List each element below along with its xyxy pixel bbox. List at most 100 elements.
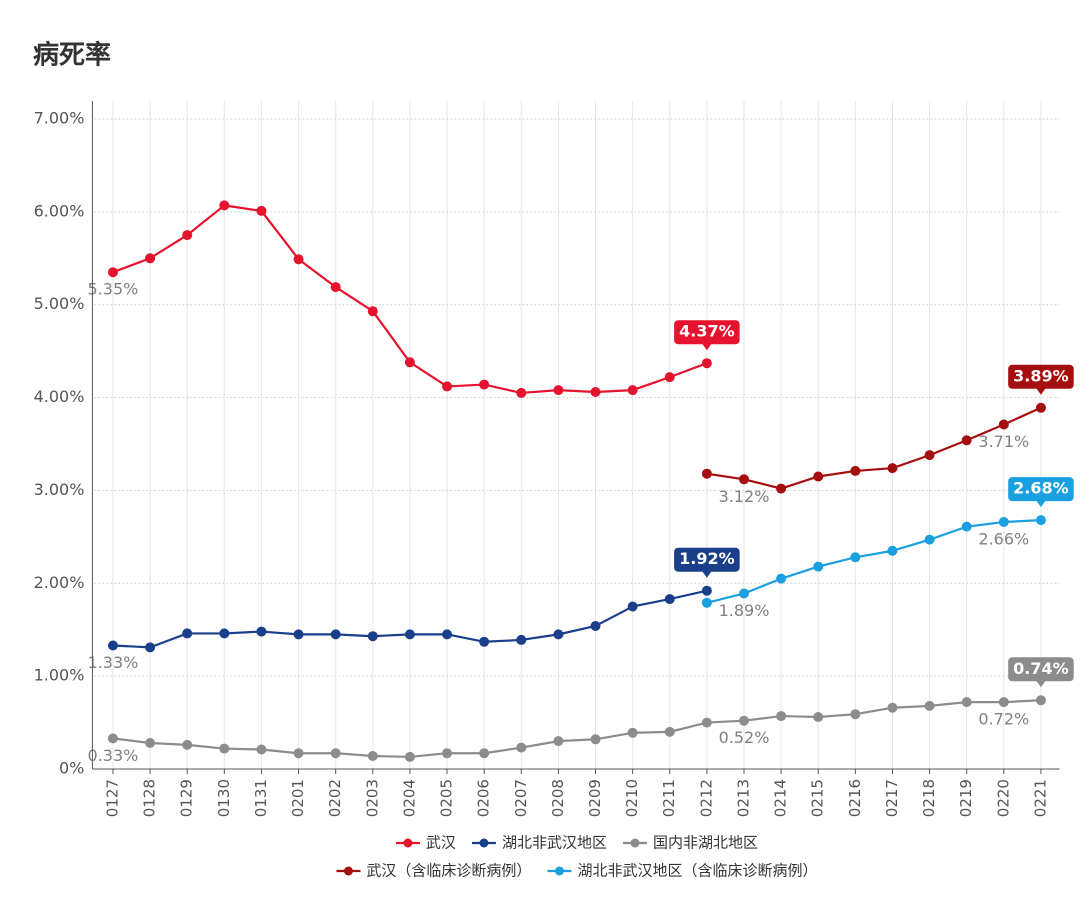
data-point — [367, 751, 378, 761]
data-point — [1035, 402, 1046, 413]
data-point — [998, 697, 1009, 708]
data-point — [145, 738, 156, 748]
x-tick-label: 0207 — [512, 779, 530, 817]
x-tick-label: 0201 — [289, 779, 307, 817]
data-label: 0.52% — [719, 728, 770, 747]
data-point — [516, 634, 527, 645]
data-point — [516, 742, 527, 753]
x-tick-label: 0131 — [252, 779, 270, 817]
data-point — [961, 697, 972, 708]
legend-swatch — [343, 866, 353, 876]
series-line — [706, 406, 1042, 490]
data-point — [701, 717, 712, 728]
data-label: 0.74% — [1013, 659, 1069, 678]
x-tick-label: 0202 — [326, 779, 344, 817]
data-point — [442, 748, 453, 759]
data-point — [107, 733, 118, 744]
data-point — [404, 751, 415, 762]
x-tick-label: 0220 — [994, 779, 1012, 817]
x-tick-label: 0129 — [178, 779, 196, 817]
callout-box — [1008, 477, 1074, 502]
x-tick-label: 0211 — [660, 779, 678, 817]
data-point — [219, 628, 230, 639]
data-point — [404, 629, 415, 640]
data-point — [590, 387, 601, 397]
x-tick-label: 0216 — [846, 779, 864, 817]
data-point — [553, 385, 564, 396]
y-tick-label: 7.00% — [34, 109, 85, 128]
data-point — [701, 468, 712, 479]
data-point — [924, 534, 935, 545]
legend-label: 国内非湖北地区 — [653, 834, 758, 852]
x-tick-label: 0221 — [1031, 779, 1049, 817]
data-point — [813, 471, 824, 482]
data-label: 2.66% — [978, 530, 1029, 549]
data-label: 0.33% — [88, 746, 139, 765]
callout: 0.74% — [1008, 657, 1074, 688]
data-point — [479, 748, 490, 759]
callout: 1.92% — [674, 547, 740, 578]
data-point — [553, 629, 564, 640]
data-point — [627, 727, 638, 738]
data-point — [776, 573, 787, 584]
x-tick-label: 0214 — [772, 779, 790, 817]
data-point — [107, 640, 118, 651]
data-point — [404, 357, 415, 368]
data-label: 1.33% — [88, 653, 139, 672]
data-point — [664, 372, 675, 383]
chart-title: 病死率 — [33, 40, 111, 71]
data-point — [664, 726, 675, 737]
data-label: 5.35% — [88, 280, 139, 299]
callout-box — [674, 547, 740, 572]
data-point — [293, 629, 304, 640]
data-point — [776, 483, 787, 494]
x-tick-label: 0219 — [957, 779, 975, 817]
y-tick-label: 0% — [59, 759, 84, 778]
data-point — [219, 200, 230, 211]
data-point — [998, 517, 1009, 527]
data-label: 2.68% — [1013, 479, 1069, 498]
data-label: 3.89% — [1013, 366, 1069, 385]
legend-label: 武汉 — [426, 834, 456, 852]
callout-box — [674, 320, 740, 345]
data-point — [924, 450, 935, 461]
data-point — [590, 621, 601, 631]
data-point — [145, 642, 156, 653]
x-tick-label: 0213 — [734, 779, 752, 817]
legend-label: 湖北非武汉地区（含临床诊断病例） — [577, 862, 817, 880]
data-point — [256, 744, 267, 755]
legend-swatch — [403, 838, 413, 848]
data-label: 3.12% — [719, 487, 770, 506]
callout: 4.37% — [674, 320, 740, 351]
data-point — [961, 521, 972, 532]
data-point — [219, 743, 230, 754]
data-point — [701, 585, 712, 596]
data-point — [1035, 695, 1046, 706]
data-point — [924, 700, 935, 711]
data-point — [330, 629, 341, 640]
data-point — [887, 463, 898, 474]
data-point — [330, 748, 341, 759]
x-tick-label: 0130 — [215, 779, 233, 817]
x-tick-label: 0210 — [623, 779, 641, 817]
data-point — [442, 381, 453, 392]
x-tick-label: 0204 — [400, 779, 418, 817]
data-point — [516, 387, 527, 398]
legend-row: 武汉（含临床诊断病例） 湖北非武汉地区（含临床诊断病例） — [336, 862, 817, 880]
data-point — [998, 419, 1009, 430]
data-point — [293, 254, 304, 265]
x-tick-label: 0217 — [883, 779, 901, 817]
legend-swatch — [630, 838, 640, 848]
x-tick-label: 0205 — [438, 779, 456, 817]
data-point — [107, 267, 118, 278]
data-point — [627, 601, 638, 612]
callout-pointer — [701, 570, 712, 578]
data-point — [479, 379, 490, 390]
data-point — [738, 588, 749, 599]
data-point — [367, 306, 378, 317]
callout-pointer — [1035, 680, 1046, 688]
legend-swatch — [479, 838, 489, 848]
y-tick-label: 4.00% — [34, 387, 85, 406]
callout-box — [1008, 364, 1074, 389]
